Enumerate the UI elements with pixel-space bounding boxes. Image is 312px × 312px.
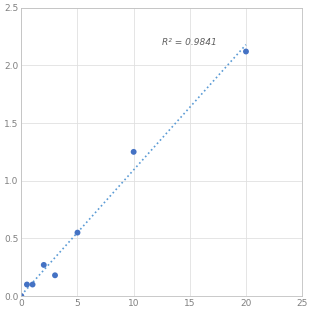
- Point: [24, 282, 29, 287]
- Point: [243, 49, 248, 54]
- Point: [41, 262, 46, 267]
- Text: R² = 0.9841: R² = 0.9841: [162, 38, 217, 47]
- Point: [19, 294, 24, 299]
- Point: [52, 273, 57, 278]
- Point: [30, 282, 35, 287]
- Point: [131, 149, 136, 154]
- Point: [75, 230, 80, 235]
